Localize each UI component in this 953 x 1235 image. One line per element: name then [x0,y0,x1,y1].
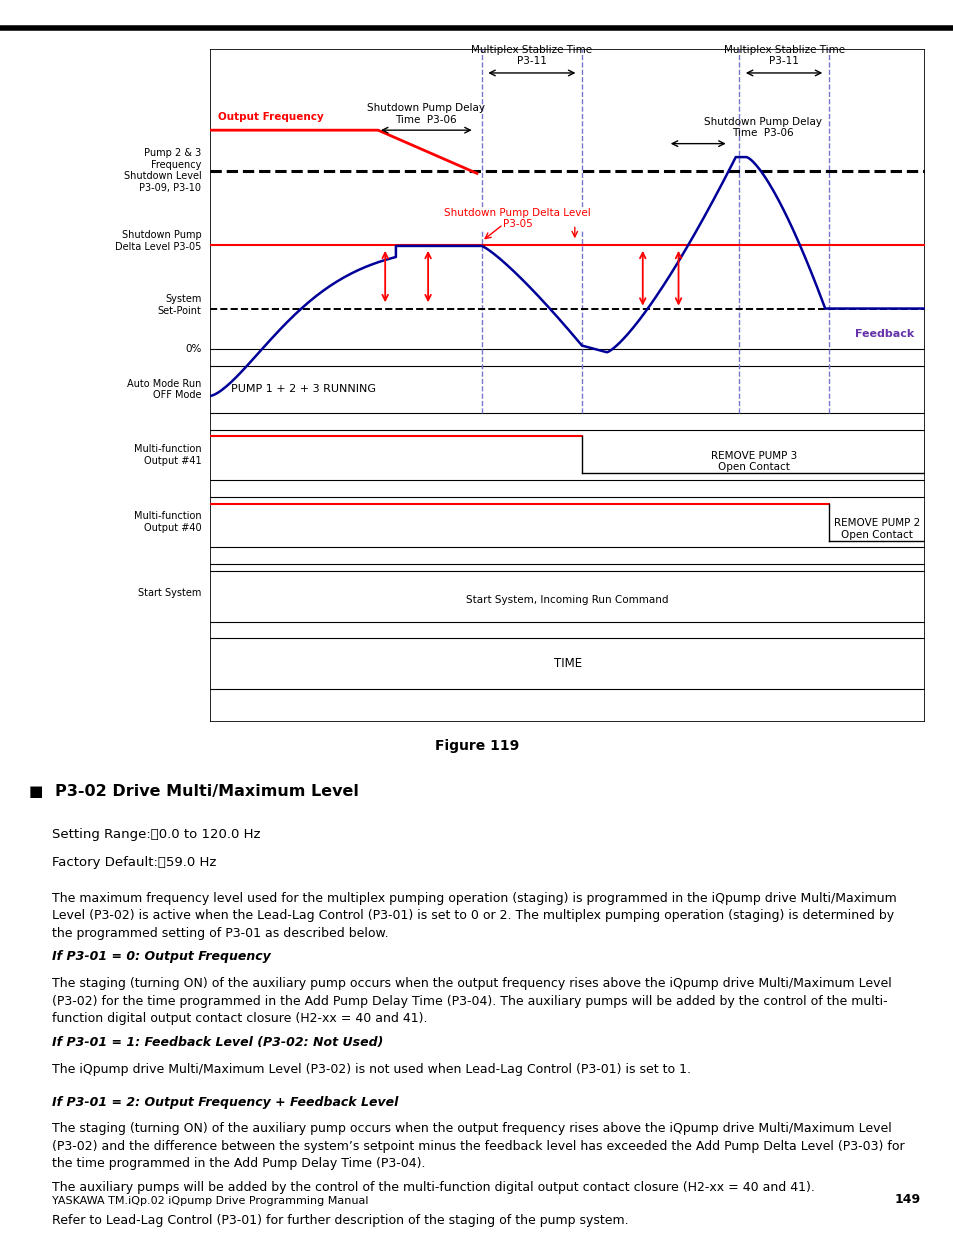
Text: The staging (turning ON) of the auxiliary pump occurs when the output frequency : The staging (turning ON) of the auxiliar… [52,977,891,1025]
Text: Multi-function
Output #41: Multi-function Output #41 [133,445,201,466]
Text: Shutdown Pump Delay
Time  P3-06: Shutdown Pump Delay Time P3-06 [367,104,485,125]
Text: TIME: TIME [553,657,581,671]
Text: Setting Range:	0.0 to 120.0 Hz: Setting Range: 0.0 to 120.0 Hz [52,827,261,841]
Text: REMOVE PUMP 2
Open Contact: REMOVE PUMP 2 Open Contact [833,519,920,540]
Text: Feedback: Feedback [855,329,914,338]
Text: Pump 2 & 3
Frequency
Shutdown Level
P3-09, P3-10: Pump 2 & 3 Frequency Shutdown Level P3-0… [124,148,201,193]
Text: Multiplex Stablize Time
P3-11: Multiplex Stablize Time P3-11 [471,44,592,67]
Text: Factory Default:	59.0 Hz: Factory Default: 59.0 Hz [52,856,216,869]
Text: If P3-01 = 1: Feedback Level (P3-02: Not Used): If P3-01 = 1: Feedback Level (P3-02: Not… [52,1036,383,1049]
Text: The iQpump drive Multi/Maximum Level (P3-02) is not used when Lead-Lag Control (: The iQpump drive Multi/Maximum Level (P3… [52,1063,691,1076]
Text: REMOVE PUMP 3
Open Contact: REMOVE PUMP 3 Open Contact [710,451,796,473]
Text: Refer to Lead-Lag Control (P3-01) for further description of the staging of the : Refer to Lead-Lag Control (P3-01) for fu… [52,1214,628,1226]
Text: Start System: Start System [138,588,201,598]
Text: Start System, Incoming Run Command: Start System, Incoming Run Command [466,594,668,605]
Text: Figure 119: Figure 119 [435,739,518,753]
Text: 0%: 0% [185,343,201,354]
Text: The staging (turning ON) of the auxiliary pump occurs when the output frequency : The staging (turning ON) of the auxiliar… [52,1123,904,1171]
Text: Multi-function
Output #40: Multi-function Output #40 [133,511,201,534]
Text: ■: ■ [29,784,43,799]
Text: PUMP 1 + 2 + 3 RUNNING: PUMP 1 + 2 + 3 RUNNING [231,384,375,394]
Text: Output Frequency: Output Frequency [218,112,324,122]
Text: 149: 149 [894,1193,920,1205]
Text: YASKAWA TM.iQp.02 iQpump Drive Programming Manual: YASKAWA TM.iQp.02 iQpump Drive Programmi… [52,1195,369,1205]
Text: If P3-01 = 2: Output Frequency + Feedback Level: If P3-01 = 2: Output Frequency + Feedbac… [52,1095,398,1109]
Text: Multiplex Stablize Time
P3-11: Multiplex Stablize Time P3-11 [722,44,843,67]
Text: Shutdown Pump Delta Level
P3-05: Shutdown Pump Delta Level P3-05 [444,207,590,230]
Text: Shutdown Pump Delay
Time  P3-06: Shutdown Pump Delay Time P3-06 [703,116,821,138]
Text: Auto Mode Run
OFF Mode: Auto Mode Run OFF Mode [127,378,201,400]
Text: Shutdown Pump
Delta Level P3-05: Shutdown Pump Delta Level P3-05 [115,231,201,252]
Text: P3-02 Drive Multi/Maximum Level: P3-02 Drive Multi/Maximum Level [55,784,359,799]
Text: If P3-01 = 0: Output Frequency: If P3-01 = 0: Output Frequency [52,951,271,963]
Text: The maximum frequency level used for the multiplex pumping operation (staging) i: The maximum frequency level used for the… [52,892,896,940]
Text: System
Set-Point: System Set-Point [157,294,201,316]
Text: The auxiliary pumps will be added by the control of the multi-function digital o: The auxiliary pumps will be added by the… [52,1181,815,1194]
